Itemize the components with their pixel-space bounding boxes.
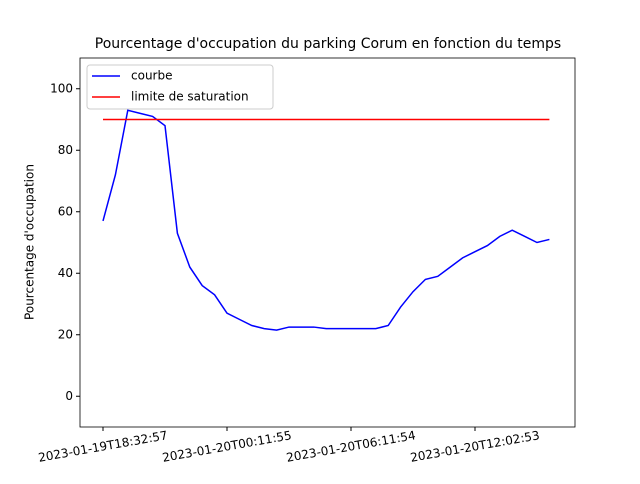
plot-frame	[79, 57, 576, 428]
y-tick-label: 80	[58, 143, 73, 157]
series-line	[102, 109, 550, 331]
y-tick-label: 20	[58, 327, 73, 341]
y-tick-label: 60	[58, 204, 73, 218]
y-tick-label: 40	[58, 266, 73, 280]
y-tick-label: 0	[65, 389, 73, 403]
chart-title: Pourcentage d'occupation du parking Coru…	[95, 36, 561, 52]
legend-label: limite de saturation	[131, 90, 249, 104]
legend-box	[86, 64, 274, 110]
legend-label: courbe	[131, 69, 172, 83]
y-tick-label: 100	[50, 81, 73, 95]
y-axis-label: Pourcentage d'occupation	[23, 164, 37, 320]
